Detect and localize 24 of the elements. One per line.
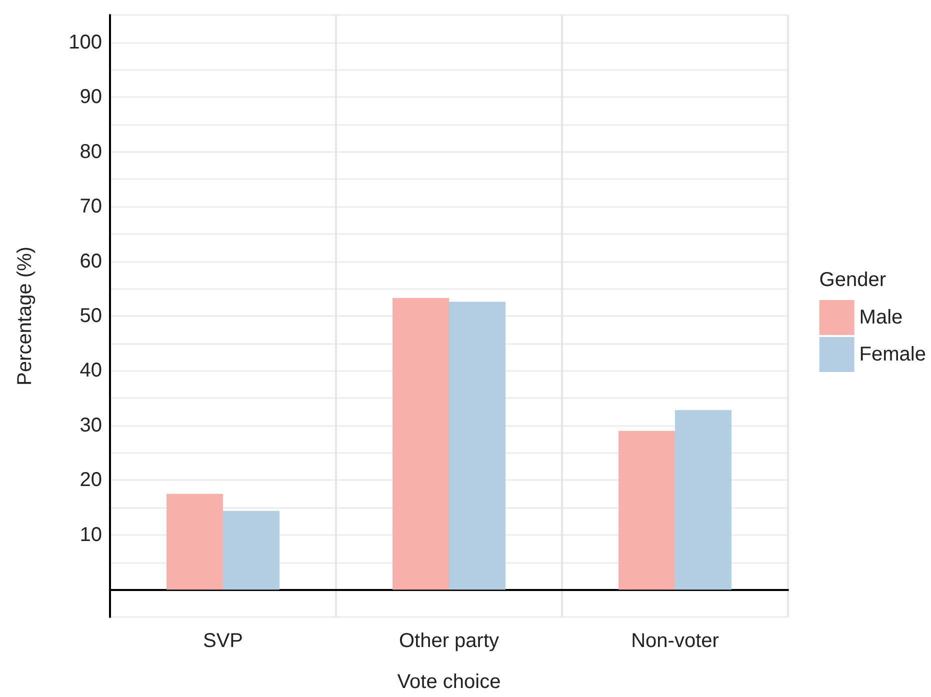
- y-tick-label: 90: [80, 86, 102, 108]
- y-tick-label: 80: [80, 140, 102, 163]
- y-tick-label: 50: [80, 305, 102, 327]
- y-tick-label: 60: [80, 250, 102, 272]
- y-tick-label: 40: [80, 360, 102, 382]
- bar: [392, 298, 449, 590]
- bar: [675, 410, 732, 590]
- y-tick-label: 70: [80, 196, 102, 218]
- bar: [449, 302, 506, 590]
- x-axis-title: Vote choice: [397, 671, 501, 693]
- x-tick-label: Other party: [398, 630, 500, 652]
- legend-label: Male: [859, 306, 903, 328]
- legend-title: Gender: [819, 269, 886, 291]
- y-tick-label: 100: [68, 31, 102, 54]
- legend-label: Female: [859, 344, 926, 366]
- y-axis-title: Percentage (%): [14, 246, 36, 386]
- x-tick-label: SVP: [202, 630, 244, 652]
- x-tick-label: Non-voter: [631, 630, 720, 652]
- bar: [223, 510, 280, 590]
- bar: [618, 430, 675, 590]
- y-tick-label: 30: [80, 414, 102, 436]
- y-tick-label: 20: [80, 469, 102, 492]
- bar: [166, 494, 223, 590]
- y-tick-label: 10: [80, 524, 102, 546]
